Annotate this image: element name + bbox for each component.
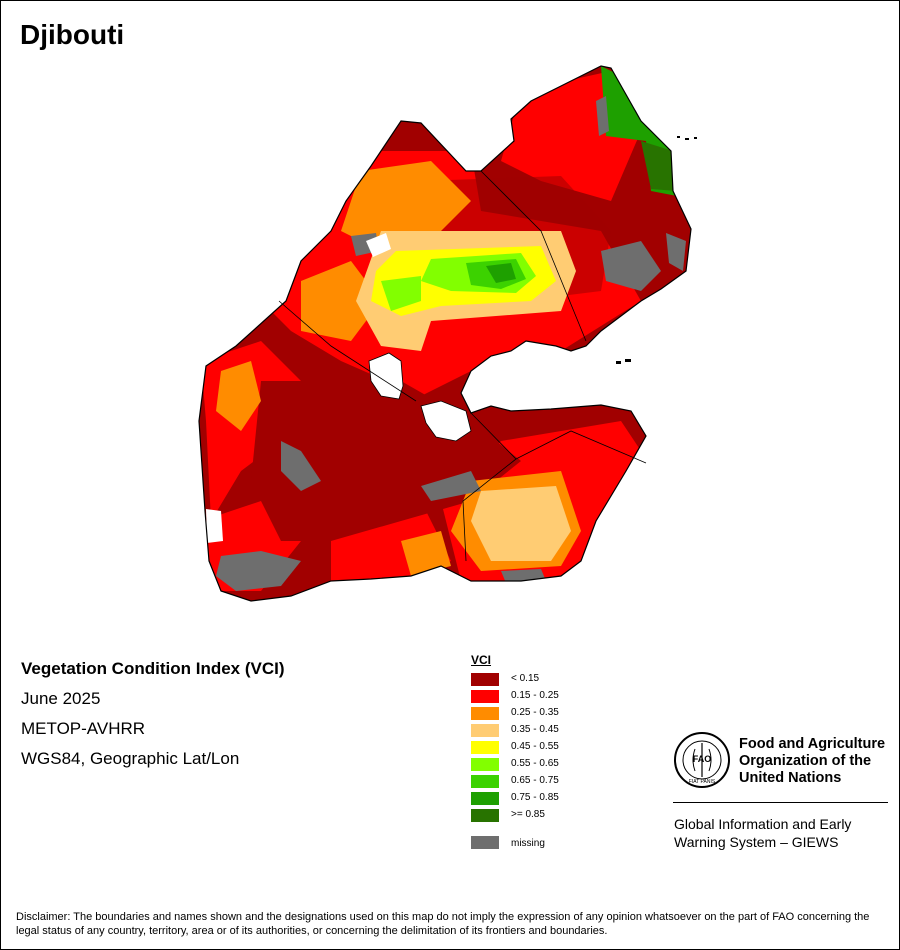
admin-boundaries <box>278 170 647 562</box>
org-line-1: Food and Agriculture <box>739 736 886 752</box>
program-name: Global Information and Early Warning Sys… <box>674 815 851 851</box>
legend-swatch-missing <box>471 836 499 849</box>
sensor-label: METOP-AVHRR <box>21 719 146 738</box>
legend-label: 0.55 - 0.65 <box>511 758 559 769</box>
legend-swatch <box>471 673 499 686</box>
ghoubbet-bay <box>420 400 472 442</box>
legend-swatch <box>471 741 499 754</box>
disclaimer-text: Disclaimer: The boundaries and names sho… <box>16 911 870 937</box>
program-line-1: Global Information and Early <box>674 816 852 832</box>
org-line-3: United Nations <box>739 770 842 786</box>
projection-label: WGS84, Geographic Lat/Lon <box>21 749 240 768</box>
org-line-2: Organization of the <box>739 753 872 769</box>
vci-raster <box>199 66 691 601</box>
program-line-2: Warning System – GIEWS <box>674 834 839 850</box>
legend-label: < 0.15 <box>511 673 540 684</box>
logo-lettering: FAO <box>693 754 712 764</box>
legend-swatch <box>471 792 499 805</box>
legend-label-missing: missing <box>511 838 545 849</box>
legend-title: VCI <box>471 653 492 667</box>
islands <box>616 136 697 364</box>
fao-logo-icon: FAO FIAT PANIS <box>674 732 730 788</box>
legend-swatch <box>471 724 499 737</box>
legend-swatch <box>471 707 499 720</box>
legend-label: 0.15 - 0.25 <box>511 690 559 701</box>
legend-swatch <box>471 758 499 771</box>
country-boundary <box>198 65 692 602</box>
vci-map <box>198 65 697 602</box>
legend-label: 0.75 - 0.85 <box>511 792 559 803</box>
divider <box>673 802 888 803</box>
organization-name: Food and Agriculture Organization of the… <box>739 736 885 787</box>
legend-label: >= 0.85 <box>511 809 545 820</box>
period-label: June 2025 <box>21 689 101 708</box>
legend-swatch <box>471 775 499 788</box>
index-name: Vegetation Condition Index (VCI) <box>21 659 285 678</box>
legend-label: 0.65 - 0.75 <box>511 775 559 786</box>
legend-swatch <box>471 690 499 703</box>
legend-label: 0.45 - 0.55 <box>511 741 559 752</box>
map-title: Djibouti <box>20 19 125 50</box>
legend-swatch <box>471 809 499 822</box>
logo-motto: FIAT PANIS <box>689 779 716 785</box>
legend-label: 0.35 - 0.45 <box>511 724 559 735</box>
legend-label: 0.25 - 0.35 <box>511 707 559 718</box>
